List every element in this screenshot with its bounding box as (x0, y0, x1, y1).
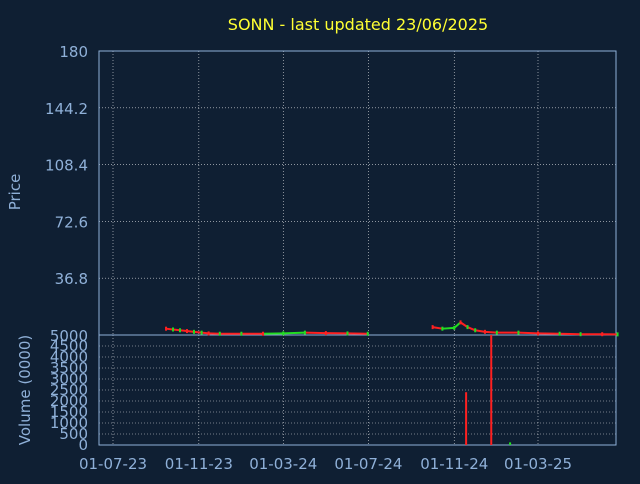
price-data-point (325, 331, 327, 335)
price-tick-label: 36.8 (55, 270, 88, 288)
price-line-segment (442, 328, 454, 329)
price-axis-label: Price (6, 174, 24, 211)
x-tick-label: 01-07-24 (334, 455, 402, 473)
price-data-point (240, 332, 242, 336)
price-tick-label: 180 (59, 43, 88, 61)
price-line-segment (433, 327, 443, 329)
price-data-point (467, 325, 469, 329)
price-data-point (165, 327, 167, 331)
chart-title: SONN - last updated 23/06/2025 (228, 15, 488, 34)
price-data-point (453, 326, 455, 330)
price-data-point (219, 332, 221, 336)
price-data-point (601, 332, 603, 336)
price-data-point (474, 328, 476, 332)
price-data-point (559, 332, 561, 336)
price-data-point (432, 325, 434, 329)
price-line-segment (194, 332, 202, 333)
price-data-point (186, 329, 188, 333)
price-line-segment (475, 330, 485, 332)
x-tick-label: 01-07-23 (79, 455, 147, 473)
price-data-point (208, 331, 210, 335)
price-data-point (441, 327, 443, 331)
price-data-point (346, 331, 348, 335)
x-tick-label: 01-03-24 (249, 455, 317, 473)
price-data-point (460, 320, 462, 324)
price-line-segment (468, 327, 476, 330)
price-data-point (282, 331, 284, 335)
price-line-segment (187, 331, 194, 332)
price-data-point (537, 331, 539, 335)
price-line-segment (485, 332, 497, 333)
x-tick-label: 01-03-25 (504, 455, 572, 473)
x-tick-label: 01-11-23 (165, 455, 233, 473)
price-data-point (517, 331, 519, 335)
x-tick-label: 01-11-24 (420, 455, 488, 473)
volume-bar (490, 335, 492, 445)
price-data-point (496, 331, 498, 335)
price-line-segment (283, 333, 305, 334)
price-data-point (172, 327, 174, 331)
price-tick-label: 108.4 (45, 157, 88, 175)
price-data-point (617, 332, 619, 336)
price-data-point (304, 331, 306, 335)
volume-tick-label: 0 (78, 436, 88, 454)
price-data-point (179, 328, 181, 332)
price-data-point (193, 330, 195, 334)
price-tick-label: 144.2 (45, 100, 88, 118)
volume-bar (509, 442, 511, 445)
volume-axis-label: Volume (0000) (16, 335, 34, 445)
price-line-segment (180, 330, 187, 331)
volume-bar (465, 392, 467, 445)
price-line-segment (518, 333, 538, 334)
price-data-point (262, 332, 264, 336)
price-line-segment (166, 329, 173, 330)
price-panel-frame (99, 51, 616, 335)
price-data-point (580, 332, 582, 336)
price-line-segment (461, 322, 468, 327)
price-line-segment (202, 333, 209, 334)
price-line-segment (173, 329, 180, 330)
price-data-point (367, 332, 369, 336)
price-data-point (201, 331, 203, 335)
price-tick-label: 72.6 (55, 213, 88, 231)
price-data-point (484, 330, 486, 334)
